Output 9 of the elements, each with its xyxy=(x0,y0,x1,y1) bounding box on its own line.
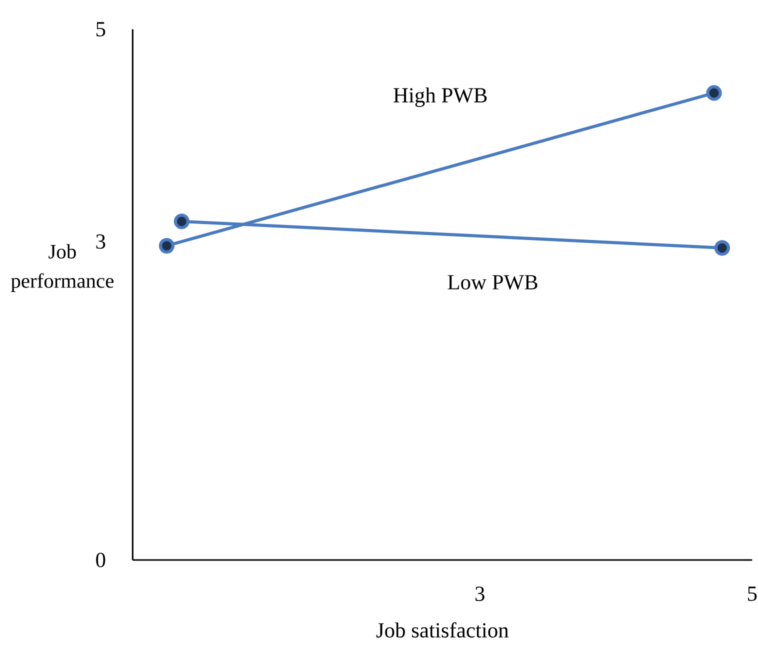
series-label: Low PWB xyxy=(448,275,538,290)
x-axis-title: Job satisfaction xyxy=(376,622,509,638)
point xyxy=(714,240,730,256)
point xyxy=(158,238,175,254)
y-tick-label: 0 xyxy=(96,552,106,568)
point xyxy=(706,85,722,101)
point xyxy=(174,214,190,230)
text: High PWB xyxy=(394,88,487,108)
y-tick-label: 5 xyxy=(96,22,106,37)
